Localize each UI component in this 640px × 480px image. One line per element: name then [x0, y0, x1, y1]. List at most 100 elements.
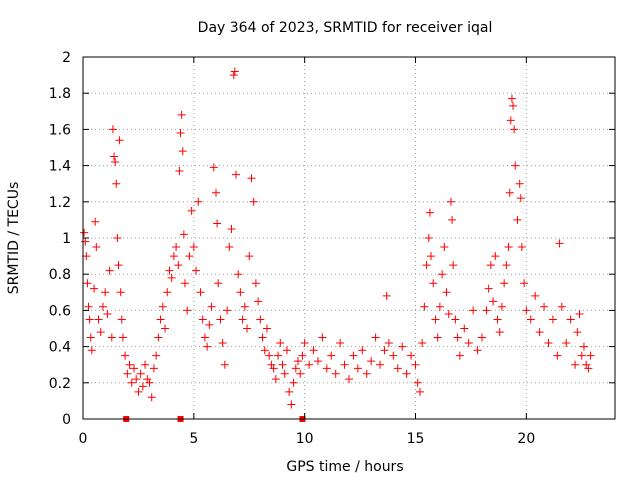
data-point — [121, 351, 130, 360]
data-point — [384, 338, 393, 347]
data-point — [169, 252, 178, 261]
data-point — [183, 306, 192, 315]
data-point — [489, 297, 498, 306]
data-point — [393, 364, 402, 373]
data-point — [577, 351, 586, 360]
data-point — [557, 302, 566, 311]
data-point — [448, 215, 457, 224]
data-point — [349, 351, 358, 360]
data-point — [90, 284, 99, 293]
data-point — [245, 252, 254, 261]
data-point — [444, 310, 453, 319]
data-point — [298, 351, 307, 360]
data-point — [189, 243, 198, 252]
data-point — [167, 273, 176, 282]
data-point — [544, 338, 553, 347]
data-point — [80, 228, 89, 237]
data-point — [258, 333, 267, 342]
y-axis-label: SRMTID / TECUs — [6, 182, 22, 295]
data-point — [213, 219, 222, 228]
y-tick-label: 2 — [62, 50, 71, 66]
data-point — [107, 333, 116, 342]
data-point — [196, 288, 205, 297]
data-point — [453, 333, 462, 342]
data-point — [431, 315, 440, 324]
data-point — [526, 315, 535, 324]
data-point — [198, 315, 207, 324]
data-point — [389, 351, 398, 360]
data-point — [287, 400, 296, 409]
data-point — [411, 360, 420, 369]
data-point — [367, 357, 376, 366]
data-point — [231, 170, 240, 179]
data-point — [280, 369, 289, 378]
x-tick-label: 5 — [189, 431, 198, 447]
data-point — [398, 342, 407, 351]
data-point — [473, 346, 482, 355]
data-point — [402, 369, 411, 378]
data-point — [318, 333, 327, 342]
data-point — [141, 360, 150, 369]
data-point — [271, 375, 280, 384]
data-point — [435, 302, 444, 311]
data-point — [105, 266, 114, 275]
data-point — [440, 243, 449, 252]
data-point — [194, 197, 203, 206]
data-point — [103, 310, 112, 319]
data-point — [500, 279, 509, 288]
data-point — [322, 364, 331, 373]
data-point — [114, 261, 123, 270]
data-point — [289, 378, 298, 387]
data-point — [158, 302, 167, 311]
data-point — [82, 252, 91, 261]
data-point — [125, 360, 134, 369]
data-point — [296, 369, 305, 378]
data-point — [442, 288, 451, 297]
data-point — [247, 174, 256, 183]
data-point — [327, 351, 336, 360]
y-tick-label: 1.6 — [49, 122, 71, 138]
data-point — [85, 315, 94, 324]
y-tick-label: 1.4 — [49, 159, 71, 175]
data-point — [118, 333, 127, 342]
data-point — [429, 279, 438, 288]
data-point — [422, 261, 431, 270]
data-point — [566, 315, 575, 324]
data-point — [584, 364, 593, 373]
data-point — [154, 333, 163, 342]
y-tick-label: 0.6 — [49, 303, 71, 319]
data-point — [132, 375, 141, 384]
data-point — [309, 346, 318, 355]
data-point — [362, 369, 371, 378]
data-point — [278, 360, 287, 369]
data-point — [331, 369, 340, 378]
data-point — [497, 302, 506, 311]
tick-labels: 00.20.40.60.811.21.41.61.820 5 10 15 20 — [49, 50, 536, 447]
data-point — [446, 197, 455, 206]
data-point — [116, 288, 125, 297]
data-point — [236, 288, 245, 297]
data-point — [220, 360, 229, 369]
data-point — [358, 346, 367, 355]
data-point — [586, 351, 595, 360]
data-point — [165, 266, 174, 275]
data-point — [84, 302, 93, 311]
y-tick-label: 0 — [62, 412, 71, 428]
data-point — [123, 369, 132, 378]
data-point — [205, 320, 214, 329]
x-tick-label: 0 — [79, 431, 88, 447]
data-point — [129, 364, 138, 373]
y-tick-label: 1.2 — [49, 195, 71, 211]
data-point — [230, 67, 239, 76]
data-point — [185, 252, 194, 261]
data-point — [455, 351, 464, 360]
data-point — [110, 152, 119, 161]
data-point — [451, 315, 460, 324]
data-point — [214, 279, 223, 288]
data-point — [484, 284, 493, 293]
data-point — [91, 217, 100, 226]
data-point — [216, 315, 225, 324]
data-point — [415, 387, 424, 396]
data-point — [515, 179, 524, 188]
